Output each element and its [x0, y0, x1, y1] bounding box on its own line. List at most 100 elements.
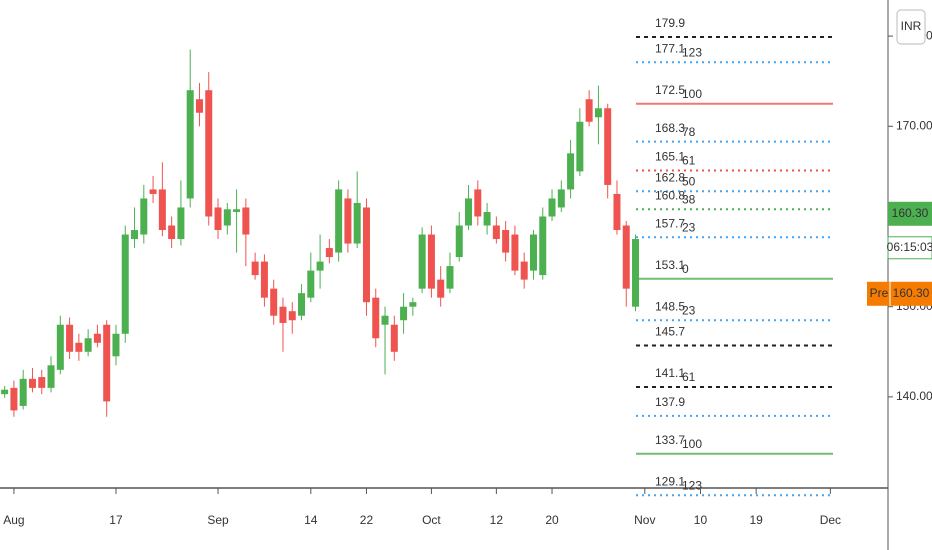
candle-body: [177, 207, 185, 240]
fib-ratio-label: 78: [682, 125, 696, 139]
candle-body: [47, 365, 55, 388]
candle-body: [251, 261, 259, 276]
candle-body: [585, 99, 593, 122]
candle-body: [400, 306, 408, 321]
candle-body: [66, 324, 74, 352]
candle-body: [56, 324, 64, 370]
candle-body: [270, 288, 278, 316]
fib-price-label: 148.5: [655, 299, 685, 313]
candle-body: [604, 108, 612, 185]
candle-body: [511, 234, 519, 271]
candle-body: [84, 338, 92, 352]
fib-ratio-label: 23: [682, 303, 696, 317]
y-tick-label: 140.00: [896, 389, 932, 403]
candle-body: [594, 108, 602, 118]
x-tick-label: 10: [694, 513, 708, 527]
fib-price-label: 162.8: [655, 170, 685, 184]
fib-ratio-label: 23: [682, 220, 696, 234]
candle-body: [121, 234, 129, 334]
fib-price-label: 153.1: [655, 258, 685, 272]
x-tick-label: 12: [490, 513, 504, 527]
x-tick-label: 22: [360, 513, 374, 527]
candle-body: [168, 225, 176, 240]
candle-body: [362, 207, 370, 303]
candle-body: [632, 239, 640, 307]
candle-body: [567, 153, 575, 190]
premarket-badge: [867, 281, 932, 306]
fib-price-label: 165.1: [655, 150, 685, 164]
candle-body: [112, 333, 120, 357]
premarket-tag: Pre: [870, 286, 889, 300]
candle-body: [557, 189, 565, 208]
candle-body: [195, 99, 203, 113]
candle-body: [223, 209, 231, 226]
candle-body: [613, 193, 621, 231]
candle-body: [465, 198, 473, 226]
candle-body: [502, 230, 510, 253]
fib-price-label: 179.9: [655, 16, 685, 30]
candle-body: [38, 377, 46, 388]
fib-price-label: 133.7: [655, 433, 685, 447]
fib-ratio-label: 38: [682, 192, 696, 206]
fib-price-label: 160.8: [655, 188, 685, 202]
candle-body: [548, 198, 556, 217]
fib-price-label: 177.1: [655, 41, 685, 55]
candle-body: [131, 230, 139, 240]
candle-body: [446, 266, 454, 289]
fib-price-label: 145.7: [655, 325, 685, 339]
candle-body: [325, 248, 333, 258]
premarket-price: 160.30: [893, 286, 930, 300]
last-price-label: 160.30: [892, 206, 929, 220]
fib-price-label: 129.1: [655, 474, 685, 488]
candle-body: [409, 302, 417, 307]
candle-body: [437, 279, 445, 298]
candle-body: [539, 216, 547, 276]
candle-body: [28, 378, 36, 388]
y-tick-label: 170.00: [896, 118, 932, 132]
x-tick-label: 14: [304, 513, 318, 527]
fib-ratio-label: 100: [682, 87, 702, 101]
fib-ratio-label: 61: [682, 154, 696, 168]
candle-body: [474, 189, 482, 217]
currency-label: INR: [901, 19, 922, 33]
x-tick-label: Oct: [422, 513, 441, 527]
x-tick-label: Sep: [207, 513, 229, 527]
candle-body: [10, 387, 18, 411]
x-tick-label: 20: [545, 513, 559, 527]
candle-body: [455, 225, 463, 258]
candle-body: [622, 225, 630, 289]
candle-body: [260, 261, 268, 298]
candle-body: [576, 121, 584, 172]
x-tick-label: Dec: [820, 513, 841, 527]
candle-body: [149, 189, 157, 194]
candle-body: [140, 198, 148, 235]
candle-body: [335, 189, 343, 253]
fib-ratio-label: 50: [682, 174, 696, 188]
candle-body: [288, 311, 296, 321]
x-tick-label: 17: [109, 513, 123, 527]
candle-body: [103, 324, 111, 402]
fib-price-label: 137.9: [655, 395, 685, 409]
candle-body: [1, 389, 9, 395]
candle-body: [381, 315, 389, 325]
fib-ratio-label: 0: [682, 262, 689, 276]
candle-body: [93, 333, 101, 343]
candle-body: [529, 234, 537, 271]
fib-price-label: 157.7: [655, 216, 685, 230]
candle-body: [390, 324, 398, 352]
candle-body: [214, 207, 222, 231]
x-tick-label: Nov: [634, 513, 655, 527]
candle-body: [483, 211, 491, 226]
candle-body: [520, 261, 528, 280]
countdown-badge: [887, 236, 932, 260]
x-tick-label: Aug: [3, 513, 24, 527]
candle-body: [307, 270, 315, 298]
candle-body: [344, 198, 352, 244]
x-tick-label: 19: [749, 513, 763, 527]
candle-body: [353, 202, 361, 244]
candle-body: [158, 189, 166, 231]
candle-body: [316, 261, 324, 271]
candle-body: [75, 342, 83, 352]
